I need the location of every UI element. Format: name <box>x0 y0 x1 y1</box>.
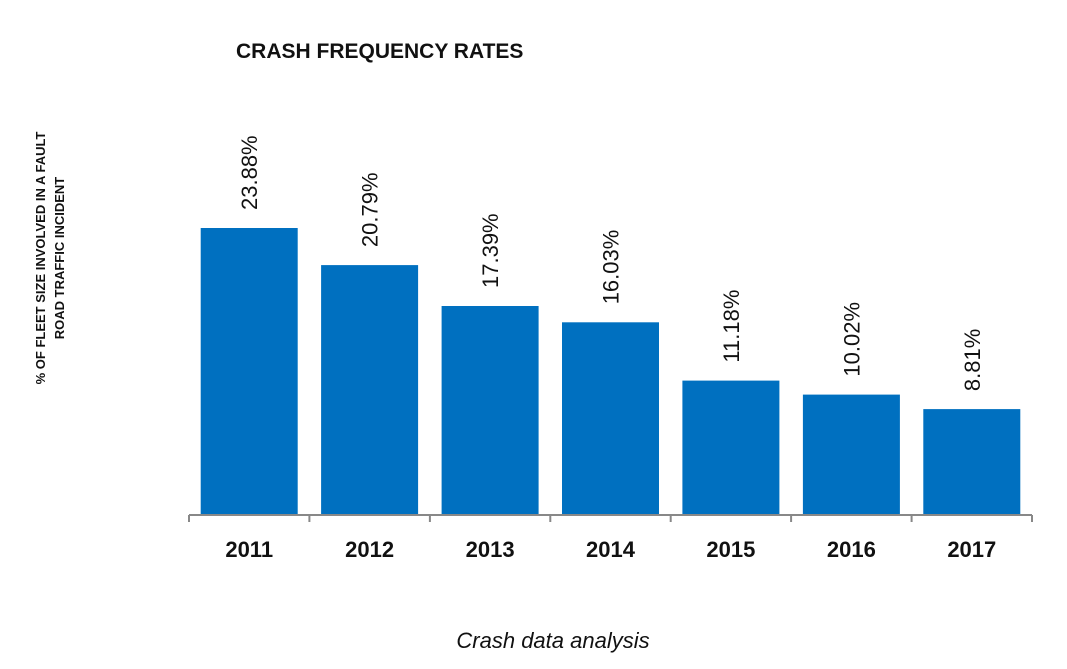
x-tick-label-2015: 2015 <box>706 537 755 562</box>
bar-2013 <box>441 306 539 515</box>
bar-2014 <box>562 322 659 515</box>
x-tick-label-2012: 2012 <box>345 537 394 562</box>
data-label-2013: 17.39% <box>478 213 503 288</box>
data-label-2012: 20.79% <box>358 172 383 247</box>
x-tick-labels: 2011 2012 2013 2014 2015 2016 2017 <box>225 537 996 562</box>
x-tick-label-2016: 2016 <box>827 537 876 562</box>
y-axis-label-line-2: ROAD TRAFFIC INCIDENT <box>52 177 67 340</box>
data-label-2015: 11.18% <box>719 290 744 363</box>
data-label-2014: 16.03% <box>599 230 624 305</box>
bar-series <box>200 228 1021 515</box>
y-axis-label-line-1: % OF FLEET SIZE INVOLVED IN A FAULT <box>33 132 48 385</box>
bar-2011 <box>200 228 298 515</box>
x-tick-label-2011: 2011 <box>225 537 273 562</box>
x-axis <box>188 514 1033 522</box>
chart-title: CRASH FREQUENCY RATES <box>236 40 523 63</box>
data-label-2016: 10.02% <box>839 302 864 377</box>
x-axis-caption: Crash data analysis <box>456 628 649 653</box>
bar-2016 <box>802 394 900 515</box>
x-tick-label-2013: 2013 <box>466 537 515 562</box>
y-axis-label: % OF FLEET SIZE INVOLVED IN A FAULT ROAD… <box>33 132 67 385</box>
bar-2012 <box>321 265 419 515</box>
x-tick-label-2014: 2014 <box>586 537 636 562</box>
bar-2017 <box>923 409 1021 515</box>
data-label-2017: 8.81% <box>960 329 985 391</box>
bar-2015 <box>682 380 780 515</box>
x-tick-label-2017: 2017 <box>947 537 996 562</box>
data-labels: 23.88% 20.79% 17.39% 16.03% 11.18% 10.02% 8.81… <box>237 135 985 391</box>
data-label-2011: 23.88% <box>237 135 262 210</box>
